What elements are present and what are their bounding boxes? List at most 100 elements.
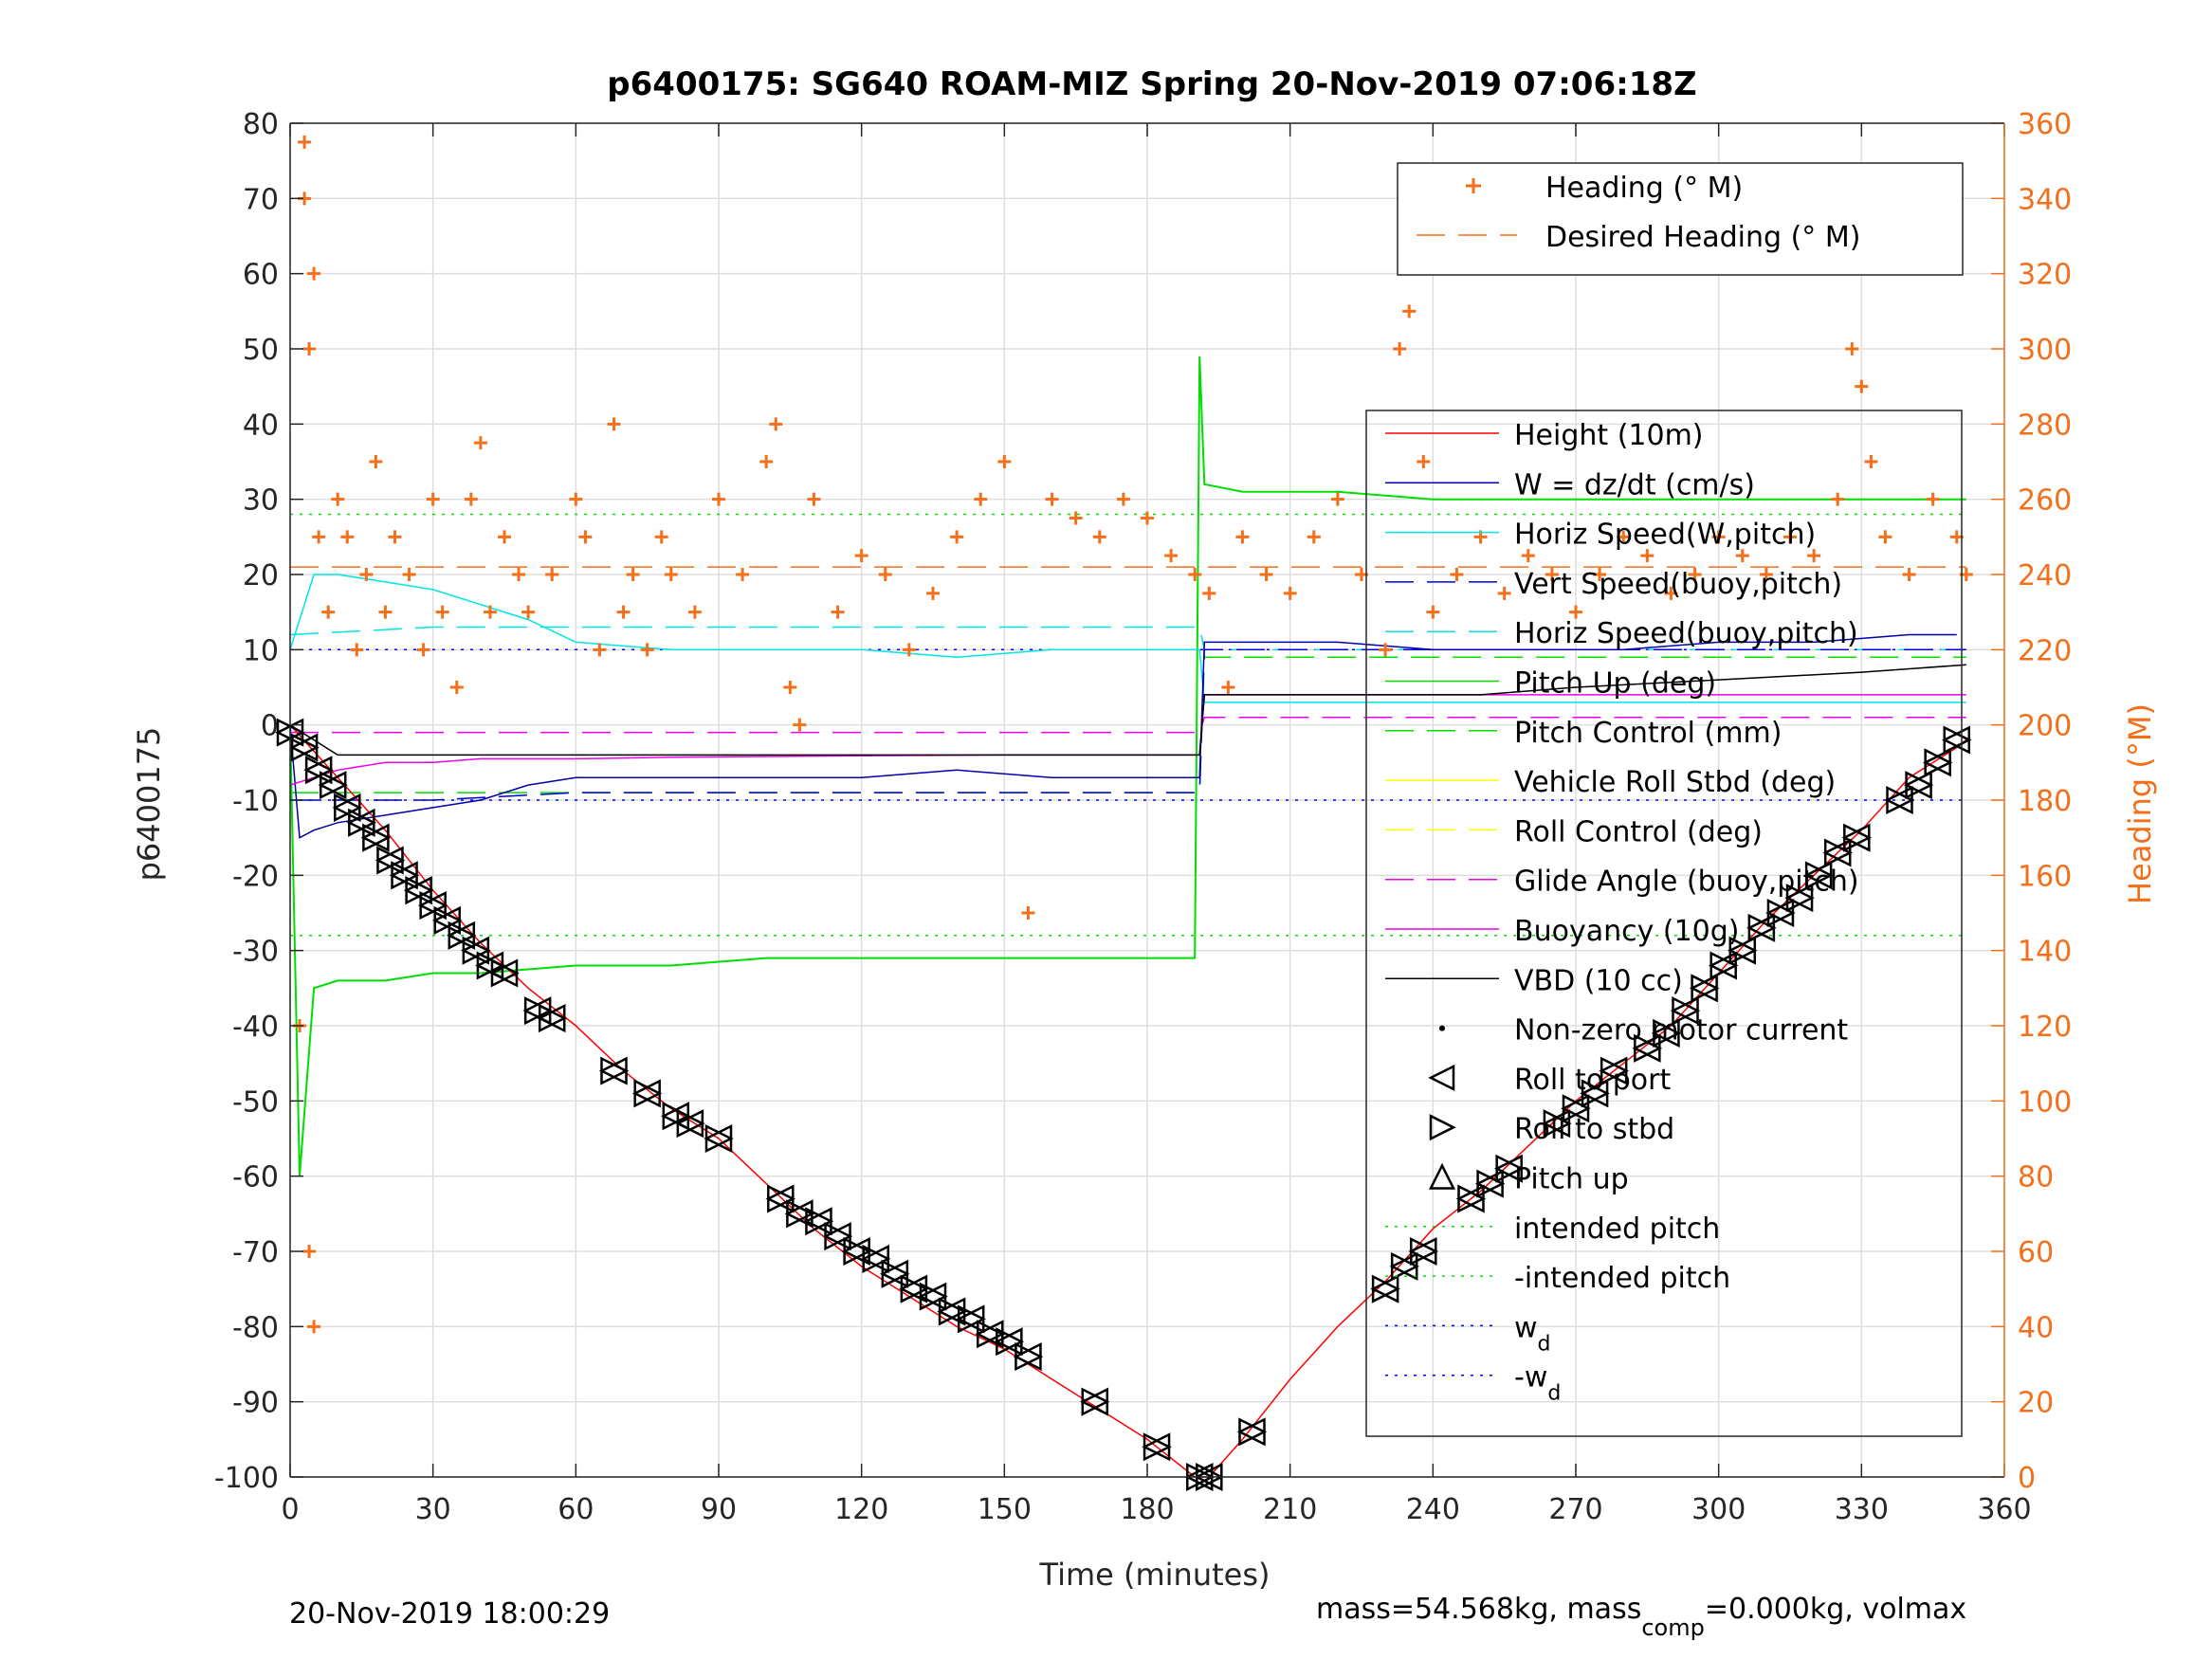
footer-mass-suffix: =0.000kg, volmax — [1705, 1593, 1966, 1626]
height-marker — [375, 846, 406, 875]
heading-point — [483, 605, 497, 619]
roll-to-stbd-marker — [957, 1304, 986, 1334]
height-marker — [489, 958, 520, 988]
heading-point — [793, 718, 807, 732]
heading-point — [302, 342, 317, 356]
height-marker — [1670, 996, 1701, 1026]
heading-point — [512, 568, 526, 581]
y-right-tick-label: 260 — [2018, 484, 2072, 518]
y-tick-label: -80 — [232, 1311, 279, 1344]
heading-point — [1845, 342, 1859, 356]
heading-point — [340, 530, 355, 544]
heading-point — [464, 492, 478, 506]
heading-point — [1617, 530, 1631, 544]
series-heading-m — [293, 135, 1973, 1334]
heading-point — [1688, 568, 1702, 581]
series-height-10m — [289, 724, 1967, 1478]
roll-to-stbd-marker — [1143, 1432, 1172, 1462]
roll-to-stbd-marker — [523, 996, 553, 1026]
roll-to-stbd-marker — [786, 1199, 815, 1229]
legend-main-label: VBD (10 cc) — [1514, 964, 1683, 997]
legend-main-box — [1365, 410, 1963, 1437]
series-vert-speed-buoy-pitch — [290, 648, 1966, 801]
roll-to-stbd-marker — [405, 876, 434, 905]
y-tick-label: -90 — [232, 1387, 279, 1420]
heading-point — [369, 455, 383, 468]
height-marker — [822, 1222, 853, 1251]
x-tick-label: 0 — [281, 1493, 299, 1526]
height-marker — [1370, 1274, 1400, 1304]
height-marker — [1765, 898, 1796, 928]
height-marker — [447, 921, 477, 950]
height-marker — [289, 733, 320, 762]
heading-point — [997, 455, 1012, 468]
y-right-tick-label: 280 — [2018, 409, 2072, 442]
height-marker — [1727, 936, 1758, 965]
height-marker — [1841, 823, 1873, 852]
roll-to-stbd-marker — [1653, 1018, 1682, 1048]
heading-point — [1593, 568, 1607, 581]
legend-top-sample-heading — [1466, 178, 1481, 193]
y-tick-label: 30 — [243, 484, 279, 518]
height-marker — [1561, 1094, 1591, 1123]
height-marker — [598, 1056, 630, 1085]
legend-top-label: Desired Heading (° M) — [1545, 221, 1860, 254]
roll-to-stbd-marker — [348, 808, 377, 837]
roll-to-stbd-marker — [600, 1056, 630, 1085]
height-marker — [431, 905, 463, 935]
roll-to-stbd-marker — [977, 1320, 1006, 1349]
heading-point — [298, 135, 312, 149]
series-horiz-speed-buoy-pitch — [289, 626, 1966, 651]
heading-point — [616, 605, 631, 619]
legend-main-subscript: d — [1547, 1382, 1561, 1406]
y-right-tick-label: 360 — [2018, 108, 2072, 141]
y-right-tick-label: 140 — [2018, 936, 2072, 969]
roll-to-stbd-marker — [1728, 936, 1758, 965]
height-marker — [1455, 1184, 1487, 1213]
height-marker — [332, 793, 363, 822]
roll-to-stbd-marker — [476, 951, 505, 980]
roll-to-stbd-marker — [1943, 725, 1972, 755]
roll-to-stbd-marker — [334, 793, 363, 822]
roll-to-stbd-marker — [1410, 1236, 1439, 1267]
roll-to-stbd-marker — [1843, 823, 1873, 852]
roll-to-stbd-marker — [843, 1236, 872, 1267]
roll-to-stbd-marker — [1543, 1109, 1572, 1139]
footer-mass-sub: comp — [1641, 1614, 1705, 1641]
y-tick-label: 50 — [243, 334, 279, 367]
legend-main-label: Vehicle Roll Stbd (deg) — [1514, 766, 1836, 799]
heading-point — [1259, 568, 1273, 581]
height-marker — [1408, 1236, 1439, 1267]
x-tick-label: 120 — [834, 1493, 888, 1526]
x-tick-label: 30 — [415, 1493, 451, 1526]
heading-point — [640, 643, 654, 657]
height-marker — [765, 1184, 796, 1213]
roll-to-stbd-marker — [1823, 838, 1854, 867]
height-marker — [346, 808, 377, 837]
height-marker — [1746, 913, 1777, 942]
x-tick-label: 180 — [1120, 1493, 1174, 1526]
y-right-tick-label: 0 — [2018, 1462, 2036, 1495]
legend-main-sample — [1428, 1064, 1455, 1091]
heading-point — [1379, 643, 1393, 657]
legend-main-label: Horiz Speed(buoy,pitch) — [1514, 617, 1858, 650]
series-glide-angle-buoy-pitch — [290, 716, 1966, 734]
roll-to-stbd-marker — [1495, 1154, 1525, 1183]
y-right-tick-label: 160 — [2018, 860, 2072, 893]
roll-to-stbd-marker — [767, 1184, 796, 1213]
x-tick-label: 300 — [1691, 1493, 1746, 1526]
y-right-tick-label: 80 — [2018, 1161, 2054, 1194]
heading-point — [426, 492, 440, 506]
height-marker — [318, 771, 348, 800]
height-marker — [1884, 785, 1915, 815]
legend-main-label: Pitch up — [1514, 1163, 1629, 1196]
height-marker — [1142, 1432, 1172, 1462]
chart-title: p6400175: SG640 ROAM-MIZ Spring 20-Nov-2… — [607, 65, 1696, 103]
height-marker — [1474, 1169, 1506, 1198]
heading-point — [1664, 586, 1678, 600]
heading-point — [1864, 455, 1878, 468]
heading-point — [307, 266, 321, 281]
legend-top-label: Heading (° M) — [1545, 172, 1743, 205]
legend-main-sample — [1428, 1162, 1456, 1190]
height-marker — [880, 1259, 910, 1288]
